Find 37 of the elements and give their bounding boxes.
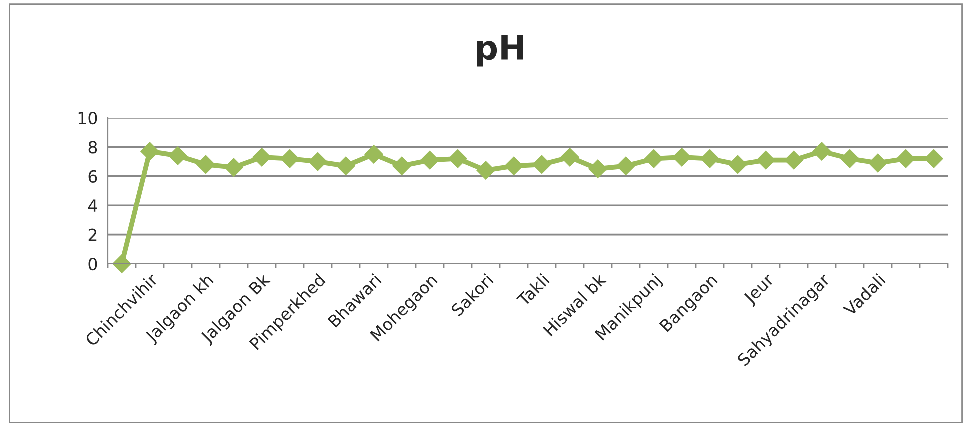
y-tick-label: 8 <box>88 141 98 154</box>
point <box>868 154 888 173</box>
point <box>140 142 160 161</box>
point <box>168 146 188 166</box>
point <box>336 156 356 176</box>
point <box>112 254 132 274</box>
point <box>616 156 636 176</box>
point <box>896 150 916 168</box>
y-tick-label: 2 <box>88 228 97 242</box>
point <box>756 150 776 170</box>
point <box>224 158 244 177</box>
y-tick-label: 4 <box>88 200 98 212</box>
chart-title: pH <box>478 35 524 67</box>
y-tick-label: 0 <box>88 258 98 271</box>
point <box>364 145 384 164</box>
point <box>504 156 524 176</box>
point <box>672 148 692 167</box>
point <box>280 150 300 168</box>
y-tick-label: 6 <box>88 170 98 183</box>
point <box>840 150 860 168</box>
point <box>700 150 720 168</box>
point <box>924 150 944 168</box>
point <box>588 160 608 178</box>
point <box>644 150 664 168</box>
point <box>308 152 328 172</box>
point <box>476 161 496 180</box>
point <box>728 155 748 174</box>
point <box>392 156 412 176</box>
point <box>420 150 440 170</box>
point <box>532 155 552 174</box>
y-tick-label: 10 <box>78 112 98 125</box>
point <box>196 155 216 174</box>
point <box>448 150 468 168</box>
point <box>784 150 804 170</box>
point <box>252 148 272 167</box>
point <box>560 148 580 167</box>
point <box>812 142 832 161</box>
